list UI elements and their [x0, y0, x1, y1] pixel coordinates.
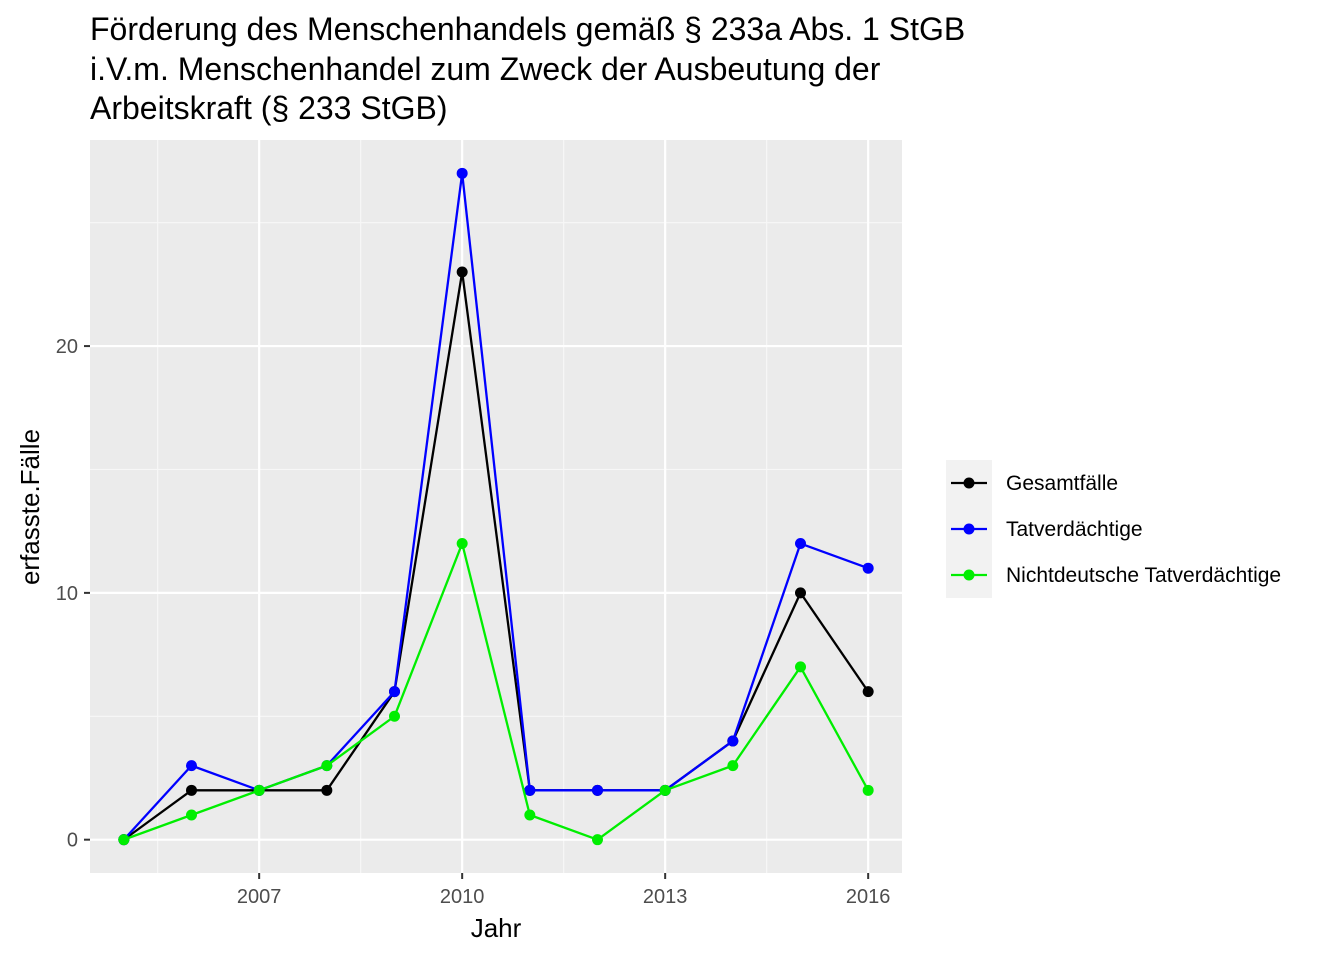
data-point — [456, 538, 468, 550]
plot-panel — [90, 140, 902, 873]
data-point — [389, 710, 400, 722]
y-tick-label: 0 — [67, 830, 78, 852]
y-tick-label: 10 — [56, 583, 78, 605]
data-point — [727, 760, 739, 772]
x-tick-label: 2016 — [846, 886, 891, 908]
data-point — [456, 266, 468, 278]
data-point — [795, 661, 806, 673]
data-point — [118, 834, 130, 846]
data-point — [186, 809, 197, 821]
data-point — [727, 735, 739, 747]
data-point — [253, 784, 265, 796]
y-axis: 0 10 20 — [56, 336, 90, 852]
data-point — [659, 784, 671, 796]
chart-title-line-2: i.V.m. Menschenhandel zum Zweck der Ausb… — [90, 51, 881, 87]
data-point — [456, 167, 468, 179]
data-point — [321, 784, 333, 796]
data-point — [186, 784, 197, 796]
data-point — [592, 834, 603, 846]
series-layer — [118, 167, 874, 846]
data-point — [389, 686, 400, 698]
data-point — [862, 686, 874, 698]
data-point — [795, 538, 806, 550]
y-axis-title: erfasste.Fälle — [15, 429, 45, 585]
data-point — [524, 809, 536, 821]
legend-label: Nichtdeutsche Tatverdächtige — [1006, 564, 1281, 587]
data-point — [862, 562, 874, 574]
grid-major-lines — [90, 140, 902, 873]
data-point — [524, 784, 536, 796]
data-point — [795, 587, 806, 599]
legend-label: Gesamtfälle — [1006, 472, 1118, 495]
data-point — [321, 760, 333, 772]
x-axis-title: Jahr — [471, 913, 522, 943]
data-point — [862, 784, 874, 796]
legend-key-point — [963, 523, 975, 535]
data-point — [592, 784, 603, 796]
x-tick-label: 2013 — [643, 886, 688, 908]
series-group — [118, 538, 874, 846]
series-line — [123, 270, 870, 841]
legend-label: Tatverdächtige — [1006, 518, 1143, 541]
data-point — [186, 760, 197, 772]
legend: Gesamtfälle Tatverdächtige Nichtdeutsche T… — [946, 460, 1281, 598]
grid-minor-lines — [90, 140, 902, 873]
chart-title-line-1: Förderung des Menschenhandels gemäß § 23… — [90, 11, 965, 47]
legend-key-point — [963, 569, 975, 581]
x-tick-label: 2010 — [440, 886, 485, 908]
x-tick-label: 2007 — [237, 886, 282, 908]
y-tick-label: 20 — [56, 336, 78, 358]
x-axis: 2007 2010 2013 2016 — [237, 873, 891, 908]
series-line — [123, 542, 870, 841]
legend-key-point — [963, 477, 975, 489]
chart-title-line-3: Arbeitskraft (§ 233 StGB) — [90, 90, 447, 126]
series-line — [122, 172, 869, 841]
